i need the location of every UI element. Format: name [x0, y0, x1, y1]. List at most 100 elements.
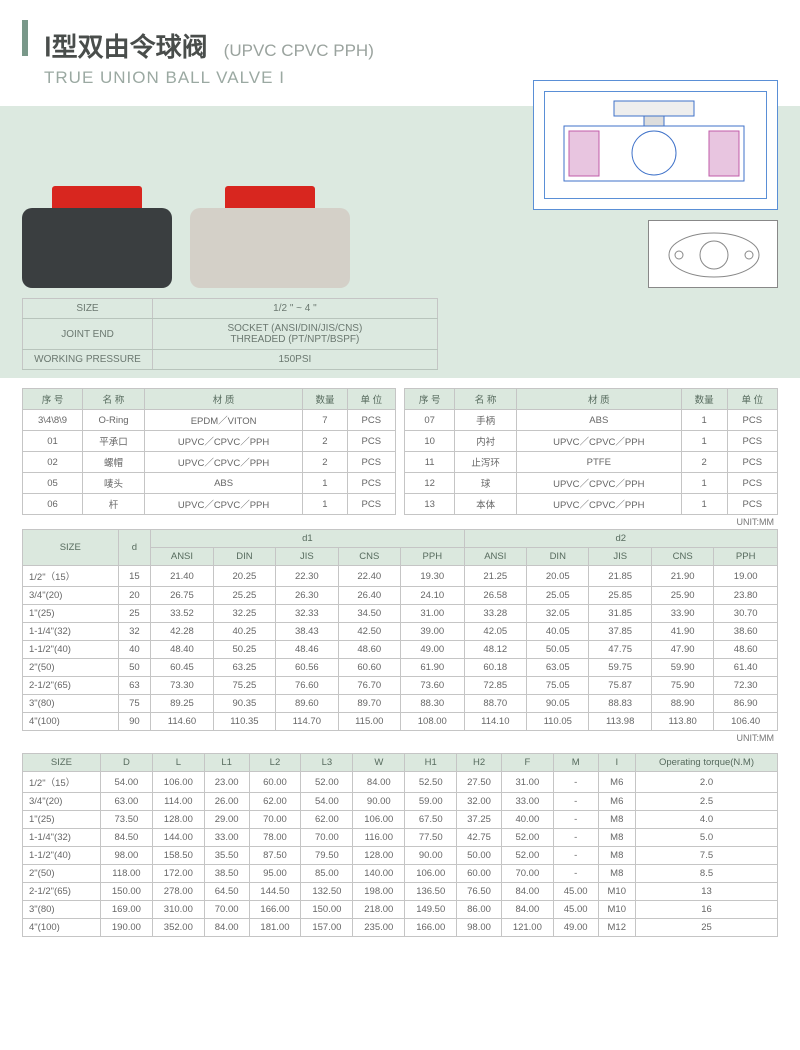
dim-cell: 78.00	[249, 829, 301, 847]
dim-cell: M8	[598, 865, 635, 883]
parts-header: 材 质	[516, 389, 681, 410]
dim-cell: 144.50	[249, 883, 301, 901]
cross-section-diagram	[533, 80, 778, 210]
dim-cell: 79.50	[301, 847, 353, 865]
dim-cell: 41.90	[651, 623, 713, 641]
parts-list-section: 序 号名 称材 质数量单 位3\4\8\9O-RingEPDM／VITON7PC…	[22, 388, 778, 515]
dim-cell: 60.60	[338, 659, 400, 677]
dim-cell: 38.50	[204, 865, 249, 883]
dim-cell: 33.28	[464, 605, 526, 623]
dim-cell: 181.00	[249, 919, 301, 937]
parts-cell: UPVC／CPVC／PPH	[516, 494, 681, 515]
dim-cell: 75.25	[213, 677, 275, 695]
dim-cell: 1"(25)	[23, 811, 101, 829]
dim-cell: -	[553, 829, 598, 847]
unit-label: UNIT:MM	[22, 731, 778, 745]
dim-cell: 40.00	[501, 811, 553, 829]
dim-cell: 118.00	[100, 865, 152, 883]
parts-cell: 11	[405, 452, 455, 473]
parts-cell: UPVC／CPVC／PPH	[144, 494, 302, 515]
dim-cell: 62.00	[301, 811, 353, 829]
dim-cell: 63	[118, 677, 151, 695]
parts-cell: UPVC／CPVC／PPH	[516, 473, 681, 494]
product-image-dark	[22, 186, 172, 288]
parts-cell: ABS	[144, 473, 302, 494]
parts-cell: 止泻环	[455, 452, 517, 473]
dim-header: L3	[301, 754, 353, 772]
dim-cell: 21.25	[464, 566, 526, 587]
dim-cell: 48.40	[151, 641, 213, 659]
dim-cell: M8	[598, 847, 635, 865]
parts-cell: O-Ring	[83, 410, 145, 431]
dim-cell: 72.85	[464, 677, 526, 695]
dim-cell: 67.50	[405, 811, 457, 829]
dimensions-table-2: SIZEDLL1L2L3WH1H2FMIOperating torque(N.M…	[22, 753, 778, 937]
dim-cell: 39.00	[400, 623, 464, 641]
dim-cell: 42.75	[457, 829, 502, 847]
dim-subheader: PPH	[714, 548, 778, 566]
dim-header: SIZE	[23, 754, 101, 772]
parts-cell: PCS	[347, 494, 395, 515]
dim-cell: -	[553, 865, 598, 883]
dim-cell: 15	[118, 566, 151, 587]
dim-cell: 26.40	[338, 587, 400, 605]
parts-header: 数量	[303, 389, 347, 410]
dim-cell: 157.00	[301, 919, 353, 937]
dim-cell: 63.00	[100, 793, 152, 811]
parts-cell: 平承口	[83, 431, 145, 452]
parts-cell: 1	[681, 410, 727, 431]
dim-header: L1	[204, 754, 249, 772]
dim-cell: 73.30	[151, 677, 213, 695]
parts-cell: PCS	[727, 410, 777, 431]
dim-subheader: CNS	[338, 548, 400, 566]
dim-cell: 106.00	[152, 772, 204, 793]
dim-subheader: JIS	[589, 548, 651, 566]
dim-cell: 1/2"（15）	[23, 566, 119, 587]
parts-cell: 本体	[455, 494, 517, 515]
dim-cell: -	[553, 772, 598, 793]
dim-cell: 19.00	[714, 566, 778, 587]
dim-cell: 26.75	[151, 587, 213, 605]
dim-cell: 48.12	[464, 641, 526, 659]
flange-diagram	[648, 220, 778, 288]
dim-cell: 84.50	[100, 829, 152, 847]
dim-header: L2	[249, 754, 301, 772]
dim-cell: 45.00	[553, 883, 598, 901]
dim-header: W	[353, 754, 405, 772]
dim-header: d2	[464, 530, 777, 548]
parts-cell: PCS	[347, 452, 395, 473]
dim-cell: 150.00	[100, 883, 152, 901]
dim-subheader: PPH	[400, 548, 464, 566]
dim-cell: 140.00	[353, 865, 405, 883]
dim-cell: 7.5	[636, 847, 778, 865]
dim-cell: 26.58	[464, 587, 526, 605]
dim-cell: 75.90	[651, 677, 713, 695]
dim-cell: 60.18	[464, 659, 526, 677]
dim-cell: 1-1/2"(40)	[23, 847, 101, 865]
dim-cell: 70.00	[501, 865, 553, 883]
dim-cell: 60.45	[151, 659, 213, 677]
parts-cell: 06	[23, 494, 83, 515]
dim-cell: 13	[636, 883, 778, 901]
dim-cell: 113.80	[651, 713, 713, 731]
dim-subheader: DIN	[213, 548, 275, 566]
parts-cell: PCS	[347, 473, 395, 494]
dim-cell: 85.00	[301, 865, 353, 883]
dim-cell: 21.40	[151, 566, 213, 587]
dim-cell: 54.00	[301, 793, 353, 811]
dim-cell: 98.00	[457, 919, 502, 937]
dim-cell: 121.00	[501, 919, 553, 937]
parts-cell: 球	[455, 473, 517, 494]
dim-cell: 24.10	[400, 587, 464, 605]
dim-cell: 32.25	[213, 605, 275, 623]
title-chinese: Ⅰ型双由令球阀	[44, 27, 208, 64]
spec-value: 150PSI	[153, 350, 438, 370]
parts-cell: 2	[681, 452, 727, 473]
dim-cell: 132.50	[301, 883, 353, 901]
dim-cell: 37.85	[589, 623, 651, 641]
dim-cell: 47.75	[589, 641, 651, 659]
dim-cell: 166.00	[249, 901, 301, 919]
parts-cell: UPVC／CPVC／PPH	[144, 452, 302, 473]
dim-cell: 42.28	[151, 623, 213, 641]
dim-cell: 77.50	[405, 829, 457, 847]
